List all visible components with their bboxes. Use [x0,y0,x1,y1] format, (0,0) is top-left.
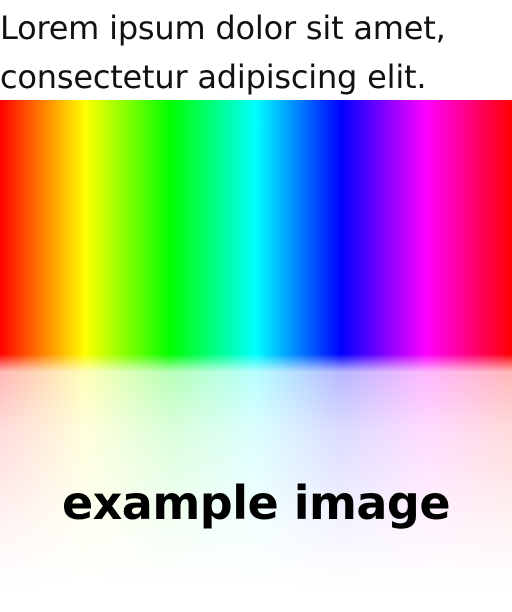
image-caption: example image [61,476,451,530]
intro-text: Lorem ipsum dolor sit amet, consectetur … [0,9,446,96]
white-fade-overlay [0,100,512,590]
example-image: example image [0,100,512,590]
